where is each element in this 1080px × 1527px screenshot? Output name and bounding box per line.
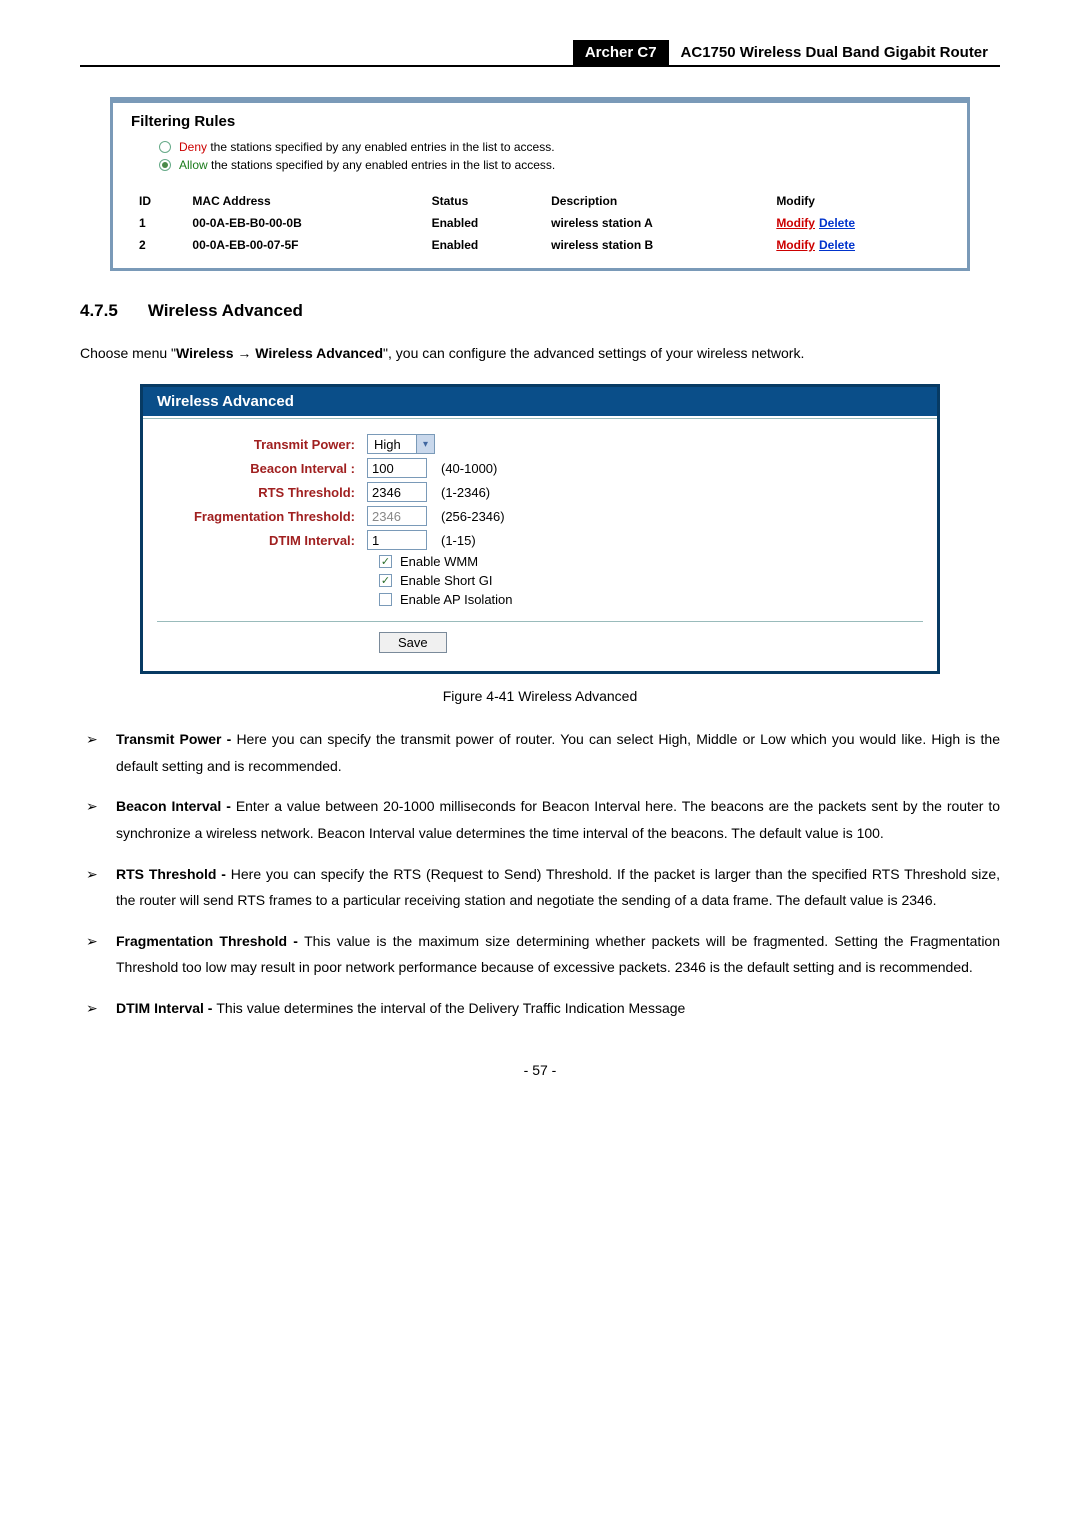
- intro-menu-1: Wireless: [176, 345, 233, 361]
- rts-hint: (1-2346): [441, 485, 490, 500]
- checkbox-icon: ✓: [379, 574, 392, 587]
- delete-link[interactable]: Delete: [819, 216, 855, 230]
- enable-shortgi-label: Enable Short GI: [400, 573, 493, 588]
- transmit-power-select[interactable]: High ▾: [367, 434, 435, 454]
- enable-wmm-row[interactable]: ✓ Enable WMM: [379, 554, 923, 569]
- bullet-list: Transmit Power - Here you can specify th…: [80, 726, 1000, 1021]
- bullet-title: Transmit Power -: [116, 731, 236, 747]
- bullet-title: DTIM Interval -: [116, 1000, 216, 1016]
- wireless-advanced-figure: Wireless Advanced Transmit Power: High ▾…: [140, 384, 940, 674]
- deny-label-rest: the stations specified by any enabled en…: [207, 140, 555, 154]
- list-item: Beacon Interval - Enter a value between …: [80, 793, 1000, 846]
- delete-link[interactable]: Delete: [819, 238, 855, 252]
- dtim-interval-input[interactable]: 1: [367, 530, 427, 550]
- beacon-interval-input[interactable]: 100: [367, 458, 427, 478]
- enable-apiso-row[interactable]: Enable AP Isolation: [379, 592, 923, 607]
- cell-id: 2: [139, 238, 146, 252]
- cell-status: Enabled: [432, 238, 479, 252]
- figure-caption: Figure 4-41 Wireless Advanced: [80, 688, 1000, 704]
- intro-pre: Choose menu ": [80, 345, 176, 361]
- intro-paragraph: Choose menu "Wireless → Wireless Advance…: [80, 341, 1000, 366]
- filtering-rules-panel: Filtering Rules Deny the stations specif…: [110, 97, 970, 271]
- fragmentation-threshold-label: Fragmentation Threshold:: [157, 509, 367, 524]
- enable-apiso-label: Enable AP Isolation: [400, 592, 513, 607]
- divider: [143, 418, 937, 419]
- list-item: Transmit Power - Here you can specify th…: [80, 726, 1000, 779]
- cell-desc: wireless station B: [551, 238, 653, 252]
- enable-shortgi-row[interactable]: ✓ Enable Short GI: [379, 573, 923, 588]
- list-item: Fragmentation Threshold - This value is …: [80, 928, 1000, 981]
- cell-status: Enabled: [432, 216, 479, 230]
- modify-link[interactable]: Modify: [776, 238, 815, 252]
- cell-desc: wireless station A: [551, 216, 653, 230]
- section-number: 4.7.5: [80, 301, 118, 321]
- filtering-title: Filtering Rules: [131, 113, 949, 130]
- cell-mac: 00-0A-EB-B0-00-0B: [192, 216, 301, 230]
- dtim-hint: (1-15): [441, 533, 476, 548]
- chevron-down-icon: ▾: [416, 435, 434, 453]
- save-button[interactable]: Save: [379, 632, 447, 653]
- dtim-interval-label: DTIM Interval:: [157, 533, 367, 548]
- enable-wmm-label: Enable WMM: [400, 554, 478, 569]
- mac-filter-table: ID MAC Address Status Description Modify…: [131, 190, 949, 256]
- allow-label: Allow: [179, 158, 208, 172]
- rts-threshold-label: RTS Threshold:: [157, 485, 367, 500]
- select-value: High: [368, 435, 416, 453]
- bullet-title: Fragmentation Threshold -: [116, 933, 304, 949]
- allow-label-rest: the stations specified by any enabled en…: [208, 158, 556, 172]
- radio-icon: [159, 141, 171, 153]
- col-desc: Description: [543, 190, 768, 212]
- beacon-hint: (40-1000): [441, 461, 497, 476]
- cell-id: 1: [139, 216, 146, 230]
- radio-icon: [159, 159, 171, 171]
- page-number: - 57 -: [80, 1062, 1000, 1078]
- header-model: Archer C7: [573, 40, 669, 65]
- filter-deny-radio-row[interactable]: Deny the stations specified by any enabl…: [159, 140, 949, 154]
- deny-label: Deny: [179, 140, 207, 154]
- page-header: Archer C7 AC1750 Wireless Dual Band Giga…: [80, 40, 1000, 67]
- frag-hint: (256-2346): [441, 509, 505, 524]
- bullet-text: Here you can specify the RTS (Request to…: [116, 866, 1000, 909]
- arrow-icon: →: [234, 345, 256, 361]
- checkbox-icon: ✓: [379, 555, 392, 568]
- bullet-text: Enter a value between 20-1000 millisecon…: [116, 798, 1000, 841]
- header-desc: AC1750 Wireless Dual Band Gigabit Router: [669, 40, 1000, 65]
- bullet-title: RTS Threshold -: [116, 866, 231, 882]
- transmit-power-label: Transmit Power:: [157, 437, 367, 452]
- filter-allow-radio-row[interactable]: Allow the stations specified by any enab…: [159, 158, 949, 172]
- radio-dot-icon: [162, 162, 168, 168]
- bullet-text: This value determines the interval of th…: [216, 1000, 685, 1016]
- bullet-title: Beacon Interval -: [116, 798, 236, 814]
- col-id: ID: [131, 190, 184, 212]
- table-row: 2 00-0A-EB-00-07-5F Enabled wireless sta…: [131, 234, 949, 256]
- intro-menu-2: Wireless Advanced: [255, 345, 383, 361]
- wa-panel-header: Wireless Advanced: [143, 387, 937, 416]
- bullet-text: Here you can specify the transmit power …: [116, 731, 1000, 774]
- fragmentation-threshold-input[interactable]: 2346: [367, 506, 427, 526]
- list-item: DTIM Interval - This value determines th…: [80, 995, 1000, 1022]
- intro-post: ", you can configure the advanced settin…: [383, 345, 804, 361]
- col-mac: MAC Address: [184, 190, 423, 212]
- modify-link[interactable]: Modify: [776, 216, 815, 230]
- section-title: Wireless Advanced: [148, 301, 303, 320]
- section-heading: 4.7.5 Wireless Advanced: [80, 301, 1000, 321]
- rts-threshold-input[interactable]: 2346: [367, 482, 427, 502]
- list-item: RTS Threshold - Here you can specify the…: [80, 861, 1000, 914]
- cell-mac: 00-0A-EB-00-07-5F: [192, 238, 298, 252]
- table-row: 1 00-0A-EB-B0-00-0B Enabled wireless sta…: [131, 212, 949, 234]
- checkbox-icon: [379, 593, 392, 606]
- col-status: Status: [424, 190, 544, 212]
- beacon-interval-label: Beacon Interval :: [157, 461, 367, 476]
- col-modify: Modify: [768, 190, 949, 212]
